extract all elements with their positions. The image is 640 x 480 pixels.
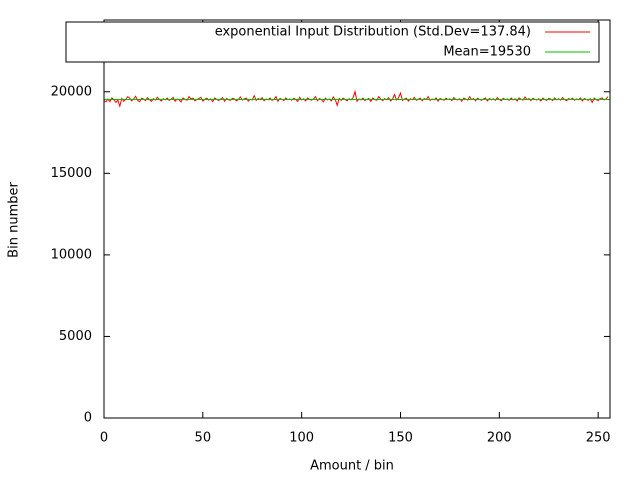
y-tick-label: 0 xyxy=(84,411,92,426)
y-axis-label: Bin number xyxy=(7,182,22,258)
x-tick-label: 250 xyxy=(586,431,611,446)
x-tick-label: 150 xyxy=(388,431,413,446)
legend-box xyxy=(65,21,600,63)
x-tick-label: 200 xyxy=(487,431,512,446)
plot-border xyxy=(103,19,611,419)
y-tick-label: 10000 xyxy=(51,247,92,262)
legend-label: Mean=19530 xyxy=(443,45,531,60)
x-tick-label: 0 xyxy=(100,431,108,446)
y-tick-label: 20000 xyxy=(51,84,92,99)
y-tick-label: 5000 xyxy=(59,329,92,344)
x-tick-label: 50 xyxy=(195,431,212,446)
y-tick-label: 15000 xyxy=(51,166,92,181)
series-line xyxy=(103,89,609,108)
legend-label: exponential Input Distribution (Std.Dev=… xyxy=(215,25,531,40)
x-axis-label: Amount / bin xyxy=(310,459,394,474)
x-tick-label: 100 xyxy=(289,431,314,446)
